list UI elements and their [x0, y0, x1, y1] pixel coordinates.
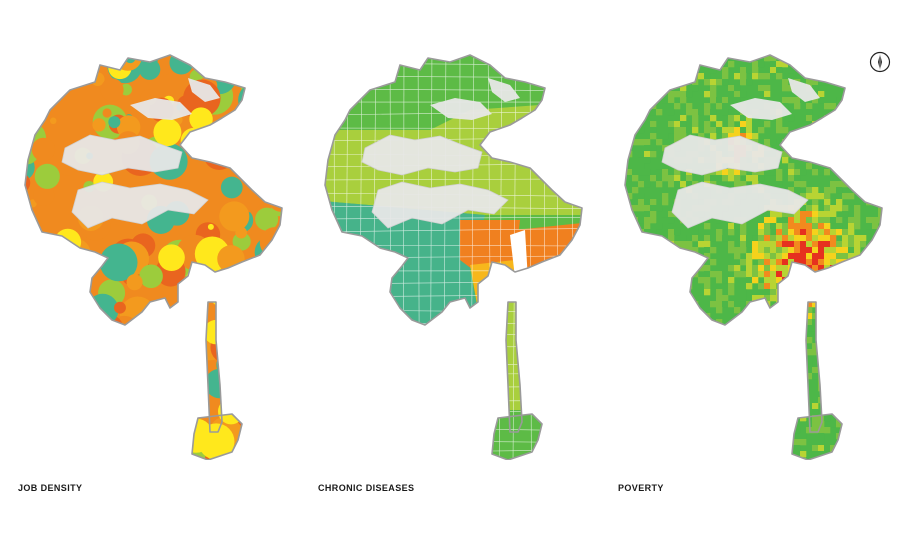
caption-job-density: JOB DENSITY [18, 483, 83, 493]
poverty-fill [625, 55, 882, 460]
job-density-map [10, 40, 310, 460]
north-arrow-icon [869, 51, 891, 73]
poverty-map [610, 40, 900, 460]
job-outline [24, 54, 283, 460]
caption-chronic-diseases: CHRONIC DISEASES [318, 483, 415, 493]
chronic-outline [324, 54, 583, 460]
poverty-outline [624, 54, 883, 460]
chronic-diseases-map-svg [324, 54, 583, 460]
chronic-diseases-map [310, 40, 610, 460]
caption-poverty: POVERTY [618, 483, 664, 493]
poverty-map-svg [624, 54, 883, 460]
job-density-map-svg [24, 54, 283, 460]
